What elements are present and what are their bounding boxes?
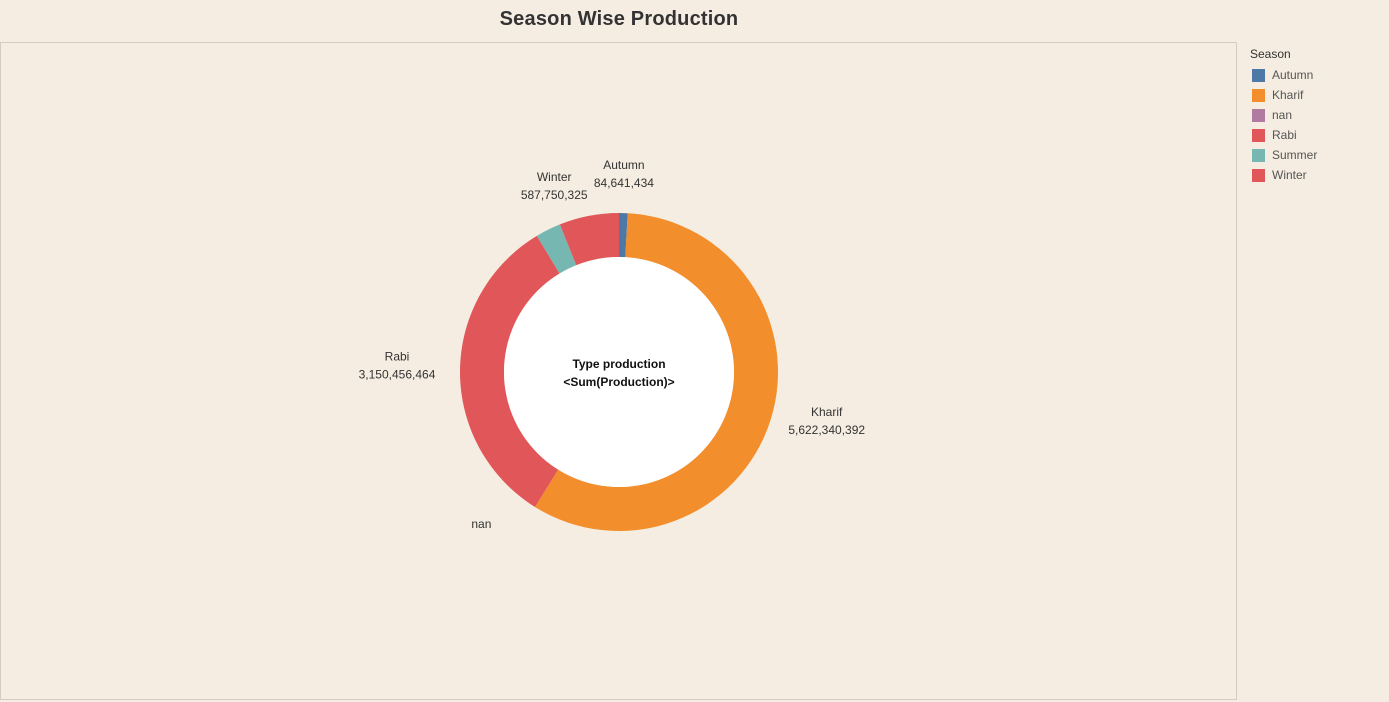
legend-item-nan[interactable]: nan	[1250, 105, 1380, 125]
legend-label: Kharif	[1272, 88, 1304, 102]
legend-item-autumn[interactable]: Autumn	[1250, 65, 1380, 85]
center-label-line: Type production	[572, 357, 665, 371]
slice-label-value: 3,150,456,464	[359, 368, 436, 382]
legend-swatch	[1252, 108, 1265, 122]
slice-label-value: 5,622,340,392	[788, 423, 865, 437]
slice-label-value: 84,641,434	[594, 176, 654, 190]
legend-item-summer[interactable]: Summer	[1250, 145, 1380, 165]
slice-label-name: Kharif	[811, 405, 843, 419]
legend-label: Autumn	[1272, 68, 1314, 82]
legend-label: nan	[1272, 108, 1293, 122]
chart-title: Season Wise Production	[499, 8, 739, 30]
slice-label-value: 587,750,325	[521, 188, 588, 202]
legend-label: Rabi	[1272, 128, 1297, 142]
legend-swatch	[1252, 68, 1265, 82]
slice-rabi[interactable]	[460, 235, 560, 507]
center-label-line: <Sum(Production)>	[563, 375, 674, 389]
donut-hole	[504, 257, 734, 487]
legend: Season Autumn Kharif nan Rabi Summer Winter	[1250, 47, 1380, 185]
slice-kharif[interactable]	[534, 213, 778, 532]
legend-swatch	[1252, 168, 1265, 182]
legend-swatch	[1252, 128, 1265, 142]
slice-autumn[interactable]	[619, 213, 628, 258]
legend-item-kharif[interactable]: Kharif	[1250, 85, 1380, 105]
slice-label-name: nan	[471, 517, 491, 531]
legend-item-winter[interactable]: Winter	[1250, 165, 1380, 185]
slice-summer[interactable]	[536, 224, 577, 274]
slice-label-name: Rabi	[385, 350, 410, 364]
slice-label-name: Winter	[537, 170, 572, 184]
legend-swatch	[1252, 88, 1265, 102]
slice-winter[interactable]	[559, 213, 619, 266]
legend-item-rabi[interactable]: Rabi	[1250, 125, 1380, 145]
legend-label: Winter	[1272, 168, 1307, 182]
legend-swatch	[1252, 148, 1265, 162]
legend-title: Season	[1250, 47, 1291, 61]
donut-chart: Type production <Sum(Production)> Autumn 84…	[359, 158, 865, 532]
plot-area: Type production <Sum(Production)> Autumn 84…	[0, 42, 1237, 700]
legend-label: Summer	[1272, 148, 1318, 162]
slice-label-name: Autumn	[603, 158, 644, 172]
